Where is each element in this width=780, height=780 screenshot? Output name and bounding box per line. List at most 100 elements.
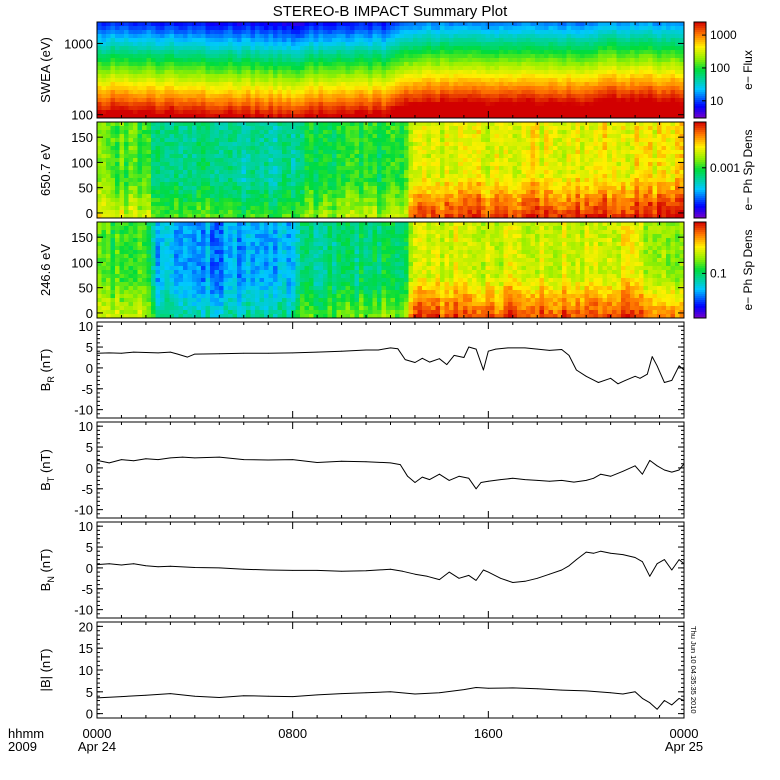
spectrogram-cell [146, 210, 152, 215]
spectrogram-cell [119, 114, 125, 119]
spectrogram-cell [106, 54, 112, 59]
spectrogram-cell [521, 70, 527, 75]
spectrogram-cell [331, 182, 337, 187]
spectrogram-cell [589, 74, 595, 79]
spectrogram-cell [318, 162, 324, 167]
spectrogram-cell [255, 38, 261, 43]
spectrogram-cell [417, 194, 423, 199]
spectrogram-cell [119, 38, 125, 43]
spectrogram-cell [155, 190, 161, 195]
spectrogram-cell [142, 206, 148, 211]
spectrogram-cell [259, 146, 265, 151]
spectrogram-cell [173, 122, 179, 127]
spectrogram-cell [372, 106, 378, 111]
spectrogram-cell [264, 86, 270, 91]
spectrogram-cell [322, 94, 328, 99]
spectrogram-cell [336, 78, 342, 83]
spectrogram-cell [381, 122, 387, 127]
spectrogram-cell [634, 70, 640, 75]
spectrogram-cell [638, 42, 644, 47]
spectrogram-cell [227, 34, 234, 39]
spectrogram-cell [629, 66, 635, 71]
spectrogram-cell [327, 30, 333, 35]
spectrogram-cell [358, 30, 365, 35]
spectrogram-cell [358, 146, 365, 151]
spectrogram-cell [616, 54, 622, 59]
spectrogram-cell [327, 106, 333, 111]
spectrogram-cell [268, 38, 274, 43]
spectrogram-cell [218, 58, 225, 63]
spectrogram-cell [119, 122, 125, 127]
spectrogram-cell [313, 94, 319, 99]
spectrogram-cell [349, 194, 355, 199]
spectrogram-cell [611, 30, 617, 35]
spectrogram-cell [598, 90, 604, 95]
spectrogram-cell [580, 30, 586, 35]
spectrogram-cell [313, 30, 319, 35]
spectrogram-cell [119, 130, 125, 135]
spectrogram-cell [395, 42, 401, 47]
colorbar-cell [694, 66, 706, 69]
spectrogram-cell [638, 102, 644, 107]
spectrogram-cell [634, 30, 640, 35]
spectrogram-cell [525, 26, 532, 31]
spectrogram-cell [485, 30, 491, 35]
spectrogram-cell [227, 30, 234, 35]
spectrogram-cell [620, 50, 626, 55]
spectrogram-cell [309, 26, 315, 31]
spectrogram-cell [422, 86, 428, 91]
spectrogram-cell [674, 90, 681, 95]
spectrogram-cell [318, 82, 324, 87]
spectrogram-cell [656, 82, 663, 87]
spectrogram-cell [246, 106, 252, 111]
spectrogram-cell [525, 82, 532, 87]
spectrogram-cell [566, 54, 572, 59]
spectrogram-cell [327, 42, 333, 47]
spectrogram-cell [151, 214, 157, 219]
spectrogram-cell [489, 46, 495, 51]
spectrogram-cell [530, 106, 536, 111]
spectrogram-cell [539, 74, 545, 79]
spectrogram-cell [128, 82, 134, 87]
spectrogram-cell [318, 146, 324, 151]
spectrogram-cell [164, 58, 170, 63]
spectrogram-cell [494, 26, 500, 31]
spectrogram-cell [286, 38, 292, 43]
spectrogram-cell [426, 110, 432, 115]
spectrogram-cell [115, 54, 121, 59]
spectrogram-cell [385, 130, 392, 135]
spectrogram-cell [390, 110, 396, 115]
spectrogram-cell [625, 86, 631, 91]
spectrogram-cell [115, 62, 121, 67]
spectrogram-cell [331, 54, 337, 59]
spectrogram-cell [273, 30, 279, 35]
spectrogram-cell [381, 214, 387, 219]
spectrogram-cell [318, 98, 324, 103]
spectrogram-cell [354, 162, 360, 167]
spectrogram-cell [259, 46, 265, 51]
spectrogram-cell [259, 58, 265, 63]
spectrogram-cell [313, 182, 319, 187]
spectrogram-cell [598, 54, 604, 59]
spectrogram-cell [634, 38, 640, 43]
spectrogram-cell [367, 166, 374, 171]
spectrogram-cell [196, 162, 202, 167]
spectrogram-cell [665, 102, 672, 107]
spectrogram-cell [358, 34, 365, 39]
spectrogram-cell [273, 202, 279, 207]
spectrogram-cell [485, 66, 491, 71]
spectrogram-cell [227, 134, 234, 139]
spectrogram-cell [656, 62, 663, 67]
spectrogram-cell [404, 198, 410, 203]
spectrogram-cell [146, 42, 152, 47]
spectrogram-cell [246, 210, 252, 215]
spectrogram-cell [376, 178, 383, 183]
spectrogram-cell [440, 54, 446, 59]
spectrogram-cell [110, 206, 116, 211]
spectrogram-cell [291, 58, 297, 63]
spectrogram-cell [358, 186, 365, 191]
spectrogram-cell [313, 66, 319, 71]
spectrogram-cell [638, 86, 644, 91]
spectrogram-cell [146, 158, 152, 163]
spectrogram-cell [241, 210, 247, 215]
